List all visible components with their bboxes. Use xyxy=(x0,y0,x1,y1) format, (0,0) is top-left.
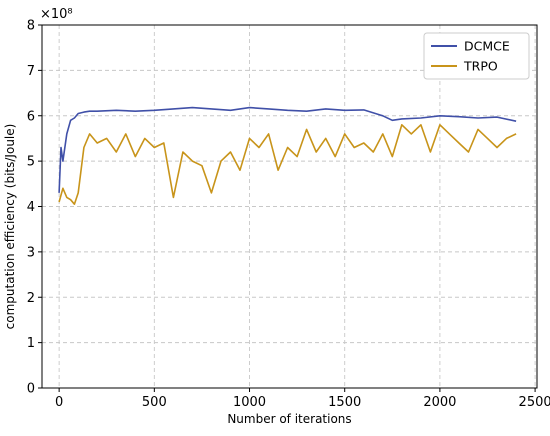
legend-label-trpo: TRPO xyxy=(463,59,498,74)
series-lines xyxy=(58,106,517,205)
y-axis-multiplier: ×10⁸ xyxy=(40,7,73,22)
legend-label-dcmce: DCMCE xyxy=(464,39,510,54)
y-tick-label: 8 xyxy=(27,19,35,34)
y-axis-label: computation efficiency (bits/Joule) xyxy=(3,124,17,330)
y-tick-label: 1 xyxy=(27,336,35,351)
y-tick-label: 5 xyxy=(27,155,35,170)
x-tick-label: 500 xyxy=(142,395,167,410)
x-tick-label: 1500 xyxy=(328,395,361,410)
y-tick-label: 2 xyxy=(27,291,35,306)
y-tick-label: 3 xyxy=(27,245,35,260)
x-tick-label: 2500 xyxy=(519,395,550,410)
y-tick-label: 4 xyxy=(27,200,35,215)
x-tick-label: 0 xyxy=(55,395,63,410)
x-tick-label: 1000 xyxy=(233,395,266,410)
y-tick-label: 7 xyxy=(27,64,35,79)
legend: DCMCE TRPO xyxy=(423,32,530,80)
x-axis-label: Number of iterations xyxy=(227,412,351,426)
axis-ticks: 0 500 1000 1500 2000 2500 0 1 2 3 4 5 6 7 8 xyxy=(27,19,550,411)
y-tick-label: 0 xyxy=(27,382,35,397)
series-line-trpo xyxy=(58,124,517,205)
y-tick-label: 6 xyxy=(27,109,35,124)
legend-box xyxy=(423,32,530,80)
series-line-dcmce xyxy=(58,106,517,193)
x-tick-label: 2000 xyxy=(423,395,456,410)
